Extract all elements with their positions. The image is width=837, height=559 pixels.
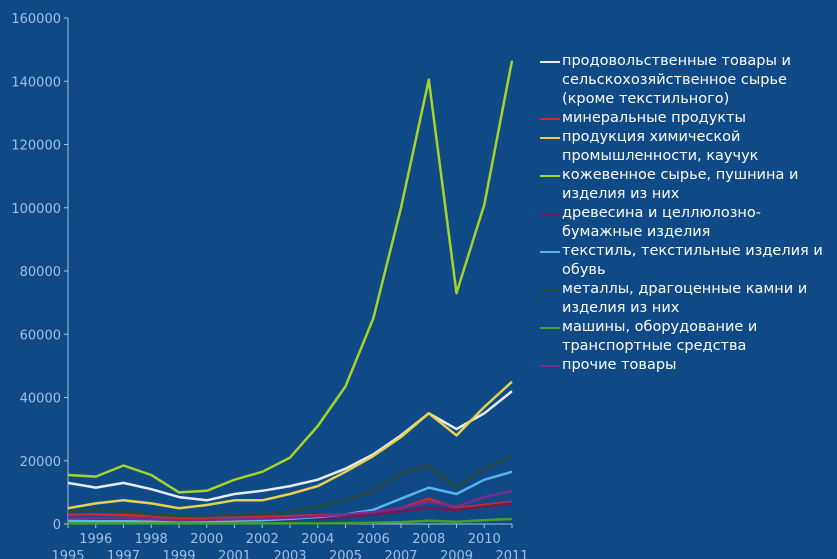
- series-line-4: [67, 60, 514, 494]
- legend-swatch: [540, 289, 560, 291]
- legend-item: минеральные продукты: [540, 109, 837, 128]
- y-tick-label: 20000: [20, 455, 61, 470]
- legend-swatch: [540, 175, 560, 177]
- legend-label: продовольственные товары и сельскохозяйс…: [562, 53, 791, 107]
- legend-swatch: [540, 251, 560, 253]
- x-tick-label: 2000: [190, 532, 223, 547]
- y-tick-label: 120000: [11, 139, 61, 154]
- x-tick-label: 2009: [440, 549, 473, 559]
- x-tick-label: 2010: [468, 532, 501, 547]
- y-tick-label: 160000: [11, 12, 61, 27]
- y-tick-label: 140000: [11, 75, 61, 90]
- series-line-1: [67, 390, 513, 502]
- legend-item: древесина и целлюлозно-бумажные изделия: [540, 204, 837, 242]
- legend-item: продовольственные товары и сельскохозяйс…: [540, 52, 837, 109]
- y-tick-label: 80000: [20, 265, 61, 280]
- legend-item: кожевенное сырье, пушнина и изделия из н…: [540, 166, 837, 204]
- chart-series-lines: [67, 60, 514, 525]
- y-tick-label: 0: [53, 518, 61, 533]
- legend-swatch: [540, 213, 560, 215]
- x-tick-label: 2006: [357, 532, 390, 547]
- legend-item: текстиль, текстильные изделия и обувь: [540, 242, 837, 280]
- series-line-7: [67, 454, 513, 518]
- x-tick-label: 2008: [412, 532, 445, 547]
- y-tick-label: 40000: [20, 392, 61, 407]
- legend-item: машины, оборудование и транспортные сред…: [540, 318, 837, 356]
- legend-label: прочие товары: [562, 357, 677, 373]
- legend-swatch: [540, 327, 560, 329]
- legend-label: кожевенное сырье, пушнина и изделия из н…: [562, 167, 799, 202]
- series-line-8: [68, 517, 513, 525]
- legend-label: продукция химической промышленности, кау…: [562, 129, 759, 164]
- x-tick-label: 1999: [162, 549, 195, 559]
- legend-swatch: [540, 137, 560, 139]
- x-tick-label: 2003: [273, 549, 306, 559]
- legend-label: минеральные продукты: [562, 110, 746, 126]
- legend-label: машины, оборудование и транспортные сред…: [562, 319, 758, 354]
- series-line-3: [67, 380, 513, 510]
- series-line-9: [67, 489, 513, 522]
- y-tick-label: 100000: [11, 202, 61, 217]
- legend-label: древесина и целлюлозно-бумажные изделия: [562, 205, 761, 240]
- y-tick-label: 60000: [20, 328, 61, 343]
- x-tick-label: 2004: [301, 532, 334, 547]
- chart-legend: продовольственные товары и сельскохозяйс…: [540, 52, 837, 375]
- legend-swatch: [540, 118, 560, 120]
- legend-swatch: [540, 365, 560, 367]
- legend-item: продукция химической промышленности, кау…: [540, 128, 837, 166]
- x-tick-label: 2005: [329, 549, 362, 559]
- x-tick-label: 1996: [79, 532, 112, 547]
- x-tick-label: 2001: [218, 549, 251, 559]
- chart-axes: 0 20000 40000 60000 80000 100000 120000 140000 1…: [11, 12, 528, 559]
- x-tick-label: 2011: [495, 549, 528, 559]
- legend-item: металлы, драгоценные камни и изделия из …: [540, 280, 837, 318]
- legend-item: прочие товары: [540, 356, 837, 375]
- x-tick-label: 2002: [246, 532, 279, 547]
- legend-label: текстиль, текстильные изделия и обувь: [562, 243, 823, 278]
- series-line-2: [68, 497, 513, 520]
- x-tick-label: 2007: [384, 549, 417, 559]
- x-tick-label: 1995: [51, 549, 84, 559]
- legend-label: металлы, драгоценные камни и изделия из …: [562, 281, 808, 316]
- legend-swatch: [540, 61, 560, 63]
- x-tick-label: 1998: [135, 532, 168, 547]
- x-tick-label: 1997: [107, 549, 140, 559]
